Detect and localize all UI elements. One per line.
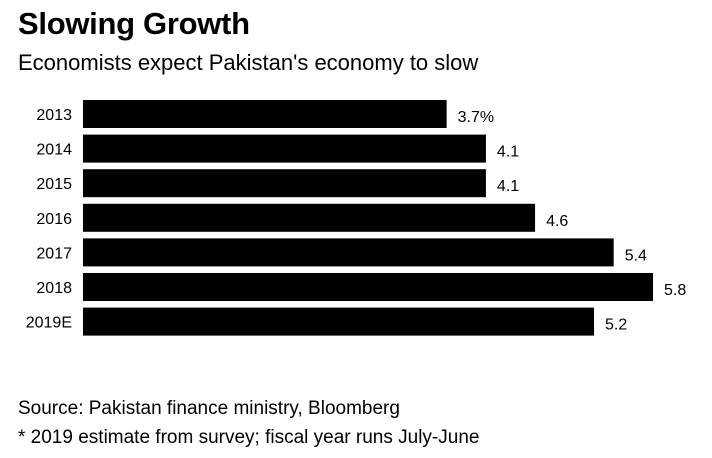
- category-label: 2017: [36, 245, 72, 262]
- value-label: 5.4: [625, 247, 647, 264]
- category-label: 2013: [36, 107, 72, 124]
- bar-2018: [83, 273, 653, 301]
- estimate-footnote: * 2019 estimate from survey; fiscal year…: [18, 427, 480, 448]
- value-label: 5.2: [605, 317, 627, 334]
- category-label: 2016: [36, 211, 72, 228]
- category-label: 2015: [36, 176, 72, 193]
- bar-2014: [83, 134, 486, 163]
- value-label: 4.1: [497, 178, 519, 195]
- bar-2015: [83, 169, 486, 198]
- bar-2013: [83, 100, 447, 128]
- category-label: 2019E: [26, 315, 72, 332]
- value-label: 4.6: [546, 213, 568, 230]
- bar-chart: 2013 3.7% 2014 4.1 2015 4.1 2016 4.6 2017 5.4 2018…: [26, 100, 686, 336]
- bar-2016: [83, 203, 536, 232]
- chart-title: Slowing Growth: [18, 6, 250, 41]
- source-note: Source: Pakistan finance ministry, Bloom…: [18, 398, 400, 419]
- category-label: 2018: [36, 280, 72, 297]
- value-label: 4.1: [497, 144, 519, 161]
- chart-subtitle: Economists expect Pakistan's economy to …: [18, 50, 479, 75]
- value-label: 3.7%: [458, 109, 494, 126]
- bar-2017: [83, 238, 614, 267]
- bar-2019E: [83, 307, 595, 336]
- value-label: 5.8: [664, 282, 686, 299]
- category-label: 2014: [36, 142, 72, 159]
